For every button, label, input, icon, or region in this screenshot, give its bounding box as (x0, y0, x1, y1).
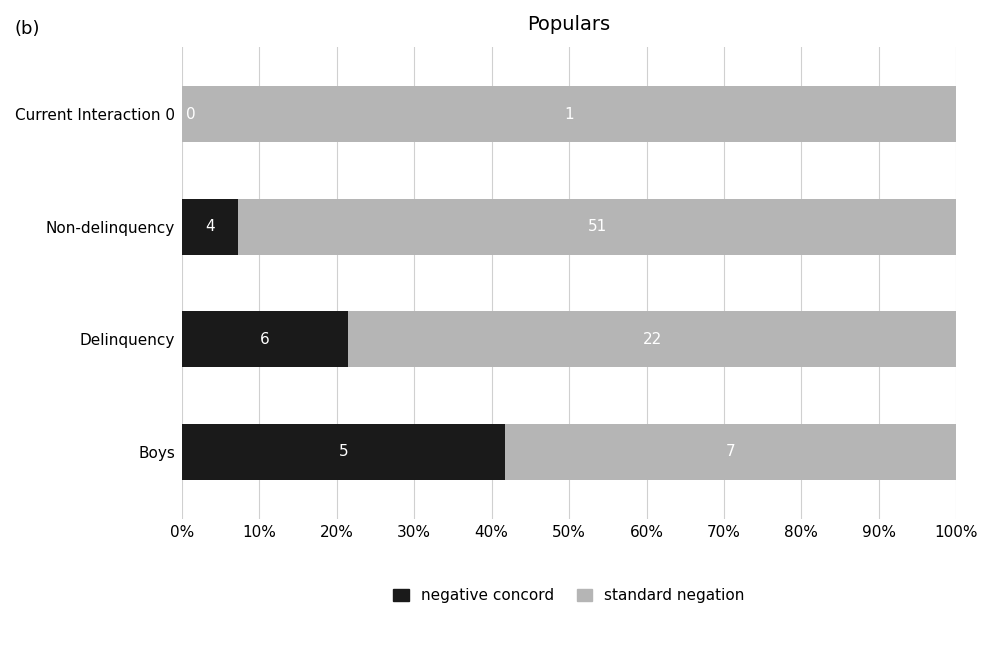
Text: 51: 51 (588, 219, 607, 234)
Bar (348, 311, 956, 367)
Bar (182, 311, 348, 367)
Text: 1: 1 (564, 107, 574, 121)
Text: 7: 7 (726, 444, 735, 459)
Text: (b): (b) (15, 20, 41, 38)
Text: 5: 5 (339, 444, 349, 459)
Bar (182, 423, 504, 480)
Bar (182, 86, 956, 142)
Text: 6: 6 (260, 331, 270, 347)
Bar (504, 423, 956, 480)
Bar (182, 199, 238, 255)
Text: 4: 4 (206, 219, 214, 234)
Bar (238, 199, 956, 255)
Text: 0: 0 (186, 107, 196, 121)
Text: 22: 22 (642, 331, 661, 347)
Title: Populars: Populars (527, 15, 611, 34)
Legend: negative concord, standard negation: negative concord, standard negation (393, 588, 745, 603)
